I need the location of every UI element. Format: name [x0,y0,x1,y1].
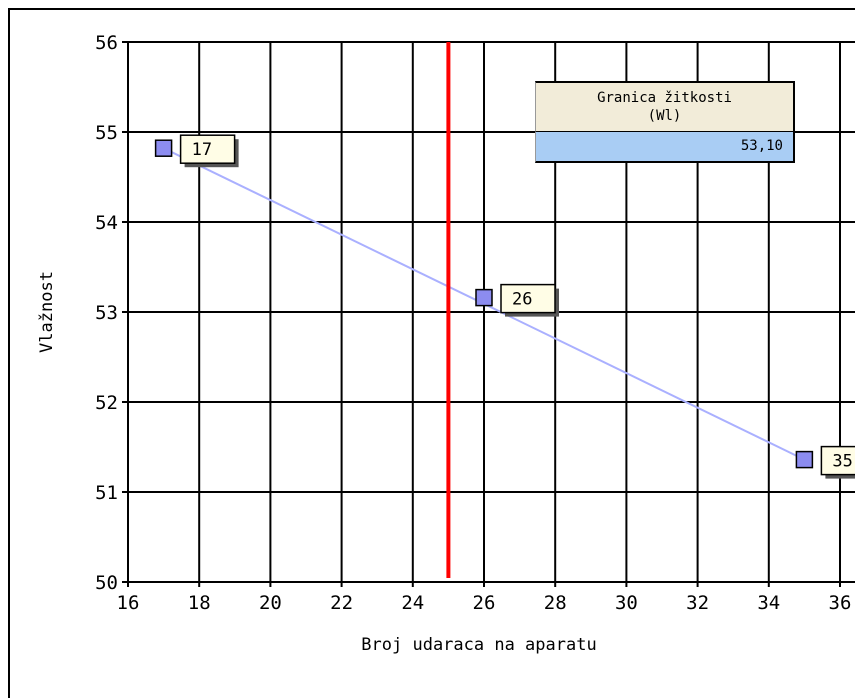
axes: 16 18 20 22 24 26 28 30 32 34 36 50 51 52 53 54 55 56 [95,32,855,614]
x-tick-label: 36 [829,592,852,614]
x-tick-label: 18 [188,592,211,614]
x-tick-label: 22 [330,592,353,614]
data-label: 35 [832,452,852,472]
data-point-marker [795,450,814,469]
x-tick-label: 24 [401,592,424,614]
x-tick-label: 32 [686,592,709,614]
data-points: 17 26 35 [154,134,855,479]
x-tick-label: 30 [615,592,638,614]
x-tick-label: 16 [117,592,140,614]
x-tick-label: 20 [259,592,282,614]
y-tick-label: 52 [95,392,118,414]
data-label-box [820,445,855,476]
y-tick-label: 51 [95,482,118,504]
scatter-chart: 16 18 20 22 24 26 28 30 32 34 36 50 51 52 53 54 55 56 17 2… [37,32,855,655]
liquid-limit-box: Granica žitkosti (Wl) 53,10 [535,81,795,163]
chart-frame [8,8,855,698]
grid-lines [128,41,855,582]
y-tick-label: 53 [95,302,118,324]
x-tick-label: 28 [544,592,567,614]
y-tick-label: 50 [95,572,118,594]
y-tick-label: 56 [95,32,118,54]
data-label: 26 [512,290,532,310]
x-axis-title: Broj udaraca na aparatu [361,635,596,655]
data-point-marker [475,288,493,307]
liquid-limit-value: 53,10 [535,131,795,163]
y-tick-label: 54 [95,212,118,234]
y-axis-title: Vlažnost [37,271,57,353]
data-point-marker [154,139,173,157]
data-label-box [179,134,236,164]
data-label-box [500,283,556,314]
liquid-limit-title: Granica žitkosti (Wl) [535,81,795,131]
y-tick-label: 55 [95,122,118,144]
data-label: 17 [192,140,212,160]
x-tick-label: 26 [473,592,496,614]
x-tick-label: 34 [757,592,780,614]
